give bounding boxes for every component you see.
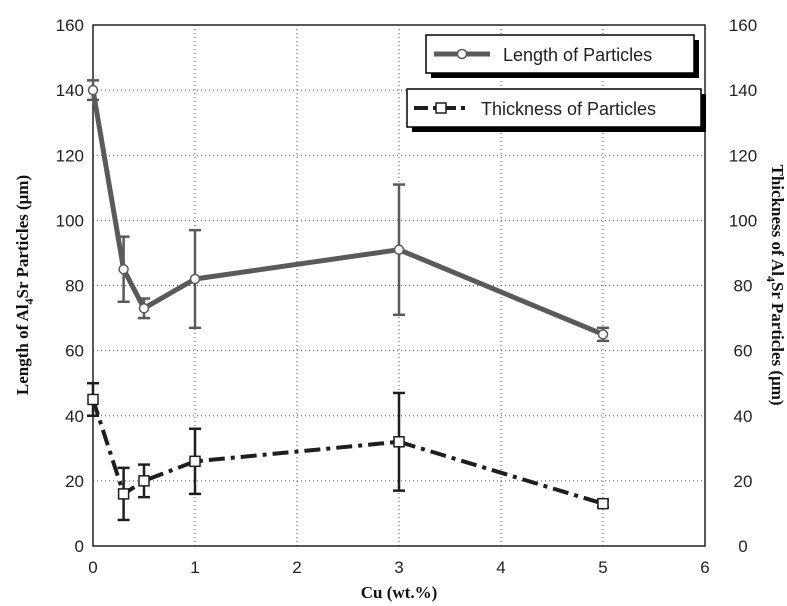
y-tick-label-right: 20: [734, 472, 753, 491]
y-axis-title-right: Thickness of Al4Sr Particles (μm): [764, 164, 787, 405]
plot-frame: [92, 24, 706, 547]
legend-length-marker: [456, 48, 468, 60]
legend-thickness-box: [406, 88, 702, 128]
y-tick-label-right: 120: [729, 146, 757, 165]
series-thickness-point: [138, 475, 150, 487]
y-tick-label-left: 40: [65, 407, 84, 426]
y-tick-label-left: 60: [65, 342, 84, 361]
series-length-point: [393, 244, 405, 255]
series-layer: [87, 79, 609, 522]
legend-thickness-marker: [435, 102, 447, 114]
x-tick-label: 5: [598, 558, 607, 577]
x-tick-label: 0: [88, 558, 97, 577]
x-tick-label: 3: [394, 558, 403, 577]
x-tick-label: 4: [496, 558, 505, 577]
y-tick-label-right: 60: [734, 342, 753, 361]
y-tick-label-right: 40: [734, 407, 753, 426]
series-thickness-point: [117, 488, 130, 500]
y-tick-label-left: 140: [56, 81, 84, 100]
x-tick-label: 6: [700, 558, 709, 577]
series-length-point: [597, 329, 609, 340]
legend-length: Length of Particles: [425, 34, 699, 78]
legend-length-label: Length of Particles: [503, 45, 652, 65]
x-tick-label: 1: [190, 558, 199, 577]
series-thickness-line: [91, 398, 604, 506]
y-tick-label-right: 100: [729, 211, 757, 230]
y-tick-label-right: 80: [734, 277, 753, 296]
y-axis-title-left: Length of Al4Sr Particles (μm): [13, 175, 36, 395]
series-length-point: [118, 263, 129, 275]
series-thickness-point: [189, 455, 201, 468]
y-tick-label-left: 160: [56, 16, 84, 35]
y-tick-label-left: 100: [56, 211, 84, 230]
y-tick-label-right: 140: [729, 81, 757, 100]
series-thickness-point: [597, 497, 609, 510]
y-tick-label-left: 0: [75, 537, 84, 556]
y-tick-label-right: 160: [729, 16, 757, 35]
x-tick-label: 2: [292, 558, 301, 577]
legend-thickness: Thickness of Particles: [406, 88, 706, 132]
y-tick-label-right: 0: [738, 537, 747, 556]
y-tick-label-left: 80: [65, 277, 84, 296]
series-length-point: [189, 273, 201, 285]
series-length-point: [87, 84, 99, 96]
series-length-line: [90, 89, 604, 337]
tick-labels: 0 1 2 3 4 5 6020406080100120140160020406080100…: [56, 16, 758, 577]
x-axis-title: Cu (wt.%): [361, 583, 438, 602]
legend-thickness-label: Thickness of Particles: [481, 99, 656, 119]
y-tick-label-left: 120: [56, 146, 84, 165]
series-length-point: [138, 303, 150, 314]
series-thickness-point: [87, 393, 99, 406]
series-thickness-point: [393, 436, 405, 448]
y-tick-label-left: 20: [65, 472, 84, 491]
